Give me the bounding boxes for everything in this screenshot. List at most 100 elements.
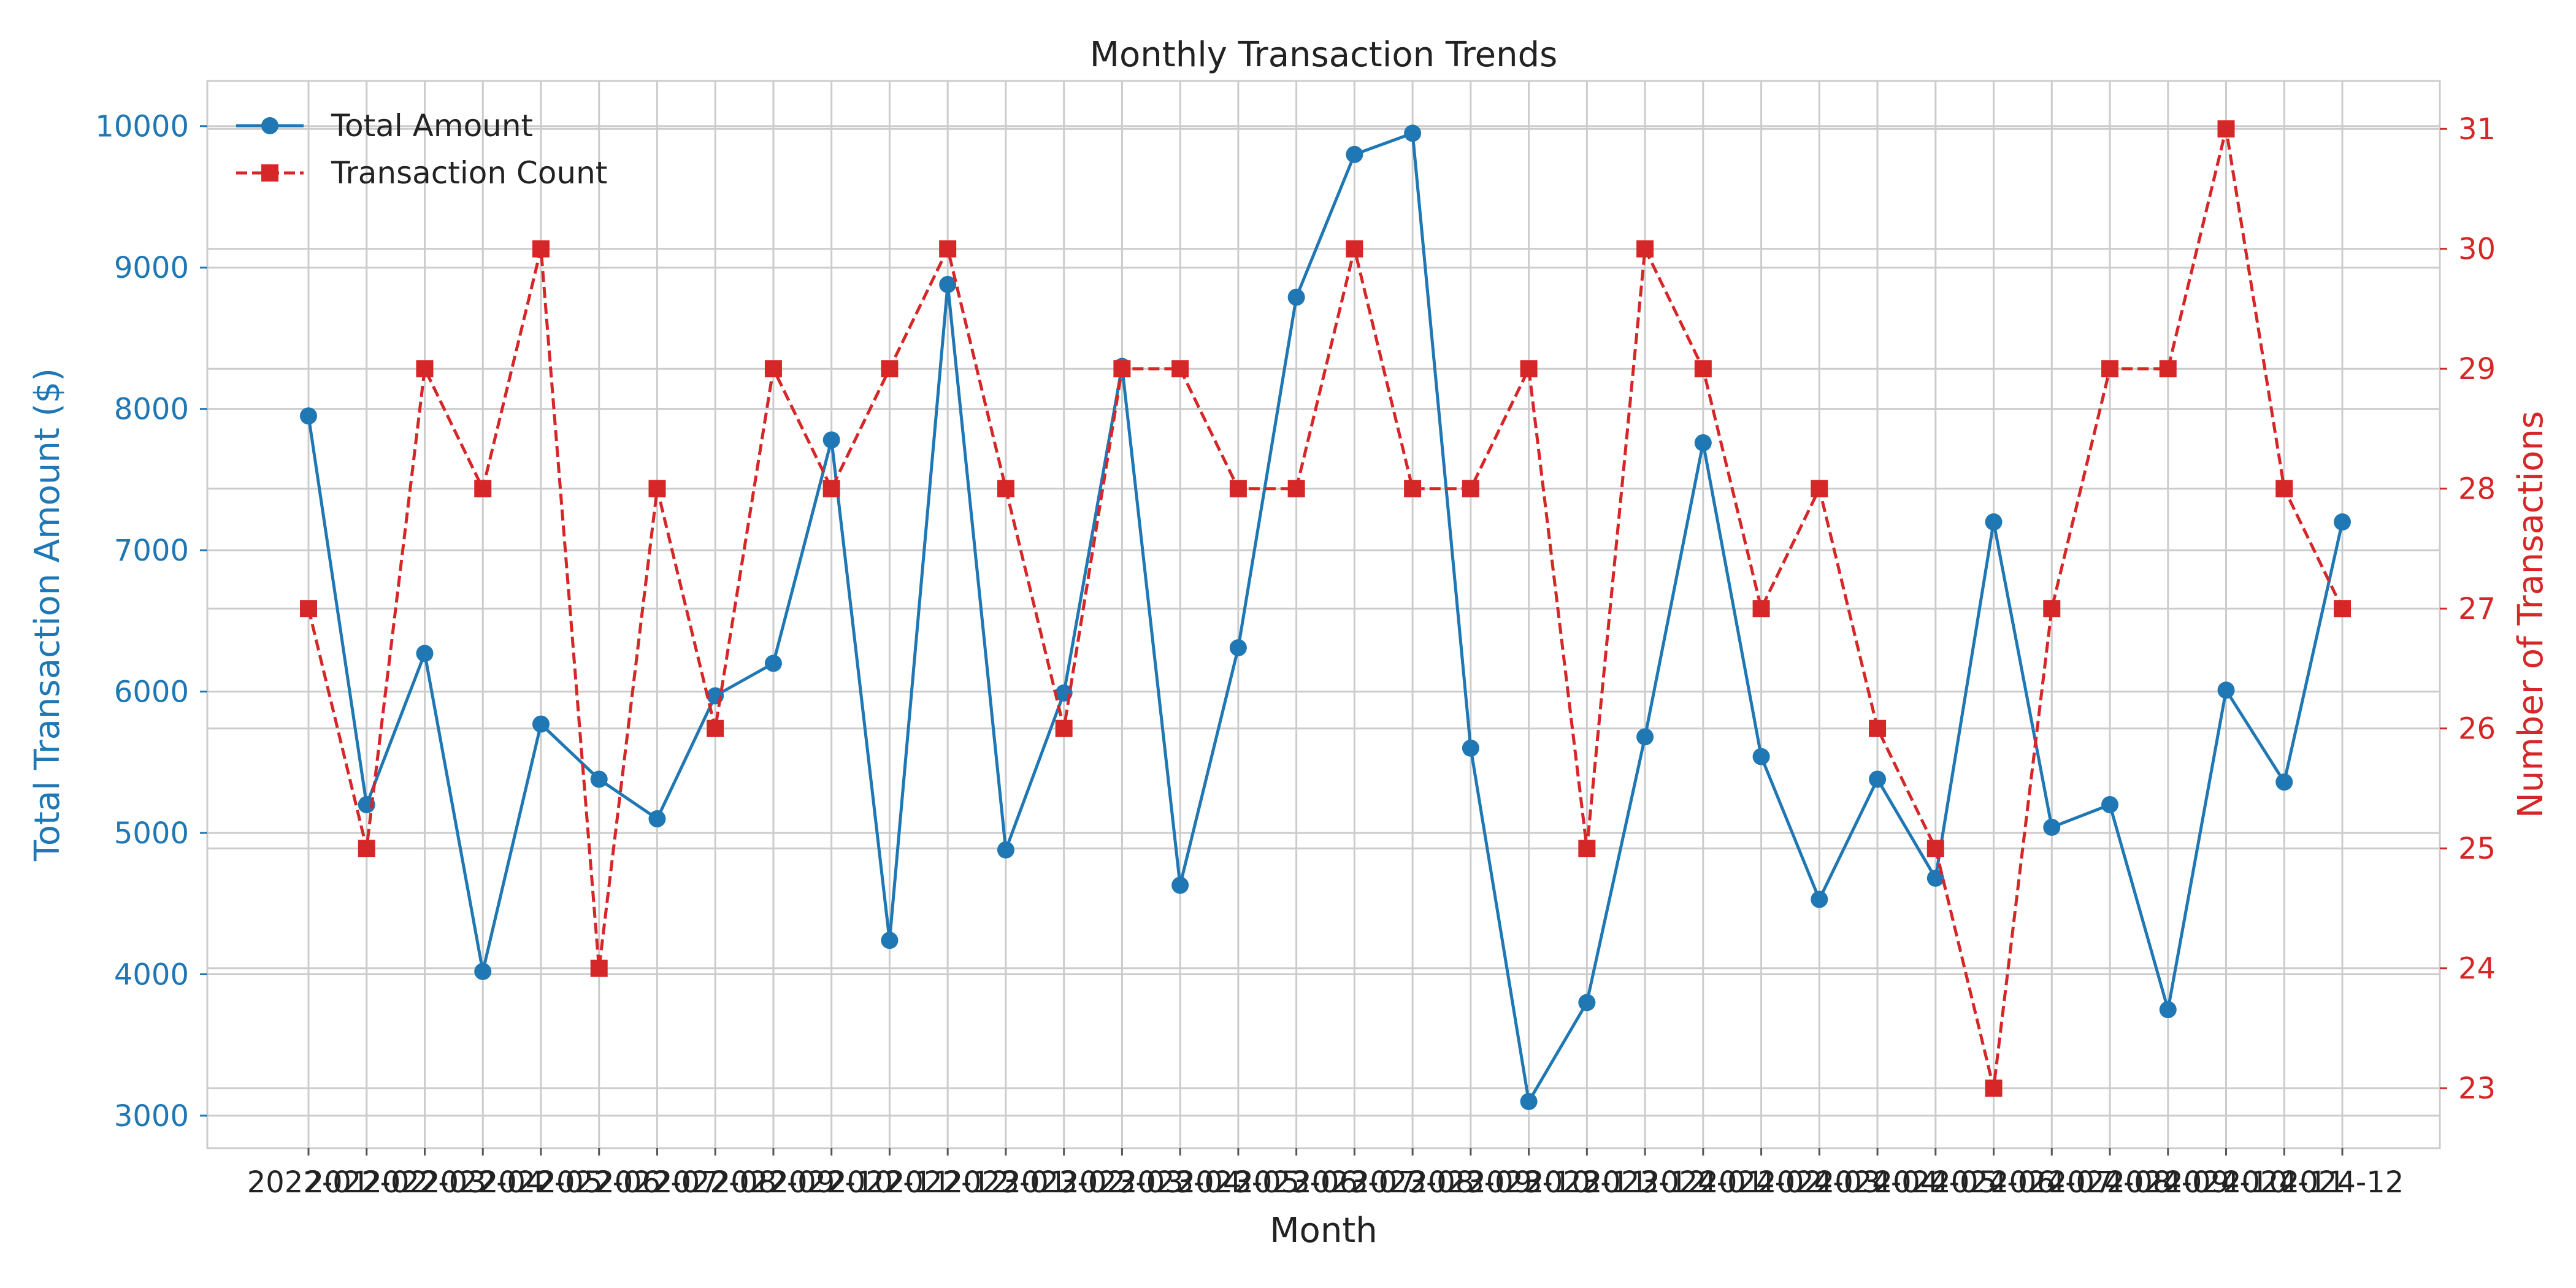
y-left-tick-label: 6000 <box>114 675 189 710</box>
x-tick-label: 2024-05 <box>1874 1165 1998 1200</box>
data-point-transaction-count <box>300 600 317 618</box>
x-tick-label: 2023-03 <box>1060 1165 1184 1200</box>
data-point-total-amount <box>1520 1092 1538 1110</box>
data-point-total-amount <box>1985 513 2003 531</box>
data-point-transaction-count <box>1636 240 1654 258</box>
data-point-total-amount <box>2101 795 2119 813</box>
data-point-total-amount <box>1229 639 1247 657</box>
data-point-total-amount <box>822 431 840 449</box>
data-point-total-amount <box>648 810 666 828</box>
data-point-transaction-count <box>707 719 724 737</box>
x-tick-label: 2023-12 <box>1584 1165 1707 1200</box>
x-tick-label: 2024-02 <box>1700 1165 1823 1200</box>
x-tick-label: 2022-11 <box>828 1165 951 1200</box>
y-right-tick-label: 23 <box>2458 1071 2496 1106</box>
y-axis-right-title: Number of Transactions <box>2511 411 2551 818</box>
x-tick-label: 2022-01 <box>247 1165 370 1200</box>
x-tick-label: 2022-07 <box>596 1165 719 1200</box>
data-point-transaction-count <box>1578 840 1596 857</box>
data-point-transaction-count <box>1404 480 1422 497</box>
x-tick-label: 2023-10 <box>1467 1165 1590 1200</box>
y-left-tick-label: 10000 <box>95 110 189 144</box>
data-point-total-amount <box>1404 125 1422 142</box>
x-tick-label: 2024-10 <box>2164 1165 2288 1200</box>
data-point-total-amount <box>1578 994 1596 1011</box>
legend-marker-transaction-count <box>261 164 278 182</box>
data-point-total-amount <box>300 407 317 425</box>
data-point-transaction-count <box>358 840 375 857</box>
data-point-transaction-count <box>2275 480 2293 497</box>
x-tick-label: 2023-07 <box>1293 1165 1416 1200</box>
data-point-transaction-count <box>822 480 840 497</box>
data-point-total-amount <box>1346 145 1363 163</box>
x-tick-label: 2023-02 <box>1002 1165 1125 1200</box>
data-point-transaction-count <box>1811 480 1828 497</box>
x-tick-label: 2023-01 <box>945 1165 1068 1200</box>
data-point-total-amount <box>474 962 492 980</box>
data-point-total-amount <box>2043 818 2061 836</box>
data-point-transaction-count <box>532 240 550 258</box>
x-tick-label: 2022-03 <box>363 1165 486 1200</box>
x-tick-label: 2024-11 <box>2223 1165 2346 1200</box>
data-point-total-amount <box>416 645 434 662</box>
data-point-transaction-count <box>1287 480 1305 497</box>
legend: Total Amount Transaction Count <box>236 108 607 191</box>
x-tick-label: 2024-04 <box>1816 1165 1939 1200</box>
data-point-transaction-count <box>1926 840 1944 857</box>
y-right-tick-label: 27 <box>2458 592 2496 626</box>
x-tick-label: 2024-01 <box>1642 1165 1765 1200</box>
data-point-total-amount <box>1694 434 1712 451</box>
y-left-tick-label: 3000 <box>114 1099 189 1133</box>
data-point-transaction-count <box>416 360 434 378</box>
data-point-total-amount <box>2334 513 2351 531</box>
x-tick-label: 2022-12 <box>886 1165 1010 1200</box>
data-point-total-amount <box>1869 770 1887 788</box>
legend-label-transaction-count: Transaction Count <box>331 155 607 191</box>
x-tick-label: 2024-03 <box>1758 1165 1881 1200</box>
data-point-transaction-count <box>764 360 782 378</box>
x-tick-label: 2024-08 <box>2049 1165 2172 1200</box>
data-point-transaction-count <box>1055 719 1073 737</box>
data-point-transaction-count <box>2101 360 2119 378</box>
x-tick-label: 2024-12 <box>2281 1165 2404 1200</box>
data-point-total-amount <box>1462 739 1479 757</box>
data-point-transaction-count <box>1985 1079 2003 1097</box>
data-point-transaction-count <box>2334 600 2351 618</box>
x-tick-label: 2023-08 <box>1351 1165 1474 1200</box>
x-tick-label: 2024-06 <box>1932 1165 2055 1200</box>
data-point-transaction-count <box>2217 120 2235 138</box>
legend-label-total-amount: Total Amount <box>331 108 533 144</box>
data-point-total-amount <box>1636 728 1654 746</box>
data-point-transaction-count <box>997 480 1014 497</box>
data-point-transaction-count <box>2159 360 2177 378</box>
plot-frame <box>206 80 2441 1149</box>
data-point-transaction-count <box>590 959 608 977</box>
data-point-total-amount <box>1752 748 1770 765</box>
legend-marker-total-amount <box>261 117 278 134</box>
data-point-total-amount <box>939 275 957 293</box>
x-axis-title: Month <box>1270 1211 1378 1251</box>
data-point-total-amount <box>590 770 608 788</box>
data-point-transaction-count <box>1869 719 1887 737</box>
y-right-tick-label: 25 <box>2458 832 2496 866</box>
x-tick-label: 2023-06 <box>1235 1165 1358 1200</box>
y-right-tick-label: 28 <box>2458 472 2496 507</box>
data-point-transaction-count <box>1462 480 1479 497</box>
data-point-total-amount <box>1171 876 1189 894</box>
data-point-transaction-count <box>648 480 666 497</box>
data-point-transaction-count <box>2043 600 2061 618</box>
x-tick-label: 2022-10 <box>770 1165 893 1200</box>
axis-layer: 2022-012022-022022-032022-042022-052022-… <box>95 110 2496 1200</box>
data-point-transaction-count <box>1171 360 1189 378</box>
x-tick-label: 2024-09 <box>2106 1165 2229 1200</box>
data-point-transaction-count <box>1752 600 1770 618</box>
x-tick-label: 2023-11 <box>1525 1165 1649 1200</box>
x-tick-label: 2022-08 <box>654 1165 777 1200</box>
data-point-total-amount <box>2217 681 2235 699</box>
x-tick-label: 2022-04 <box>421 1165 545 1200</box>
chart-title: Monthly Transaction Trends <box>1090 35 1558 75</box>
data-point-total-amount <box>2275 773 2293 791</box>
series-layer <box>300 120 2351 1110</box>
data-point-transaction-count <box>1694 360 1712 378</box>
